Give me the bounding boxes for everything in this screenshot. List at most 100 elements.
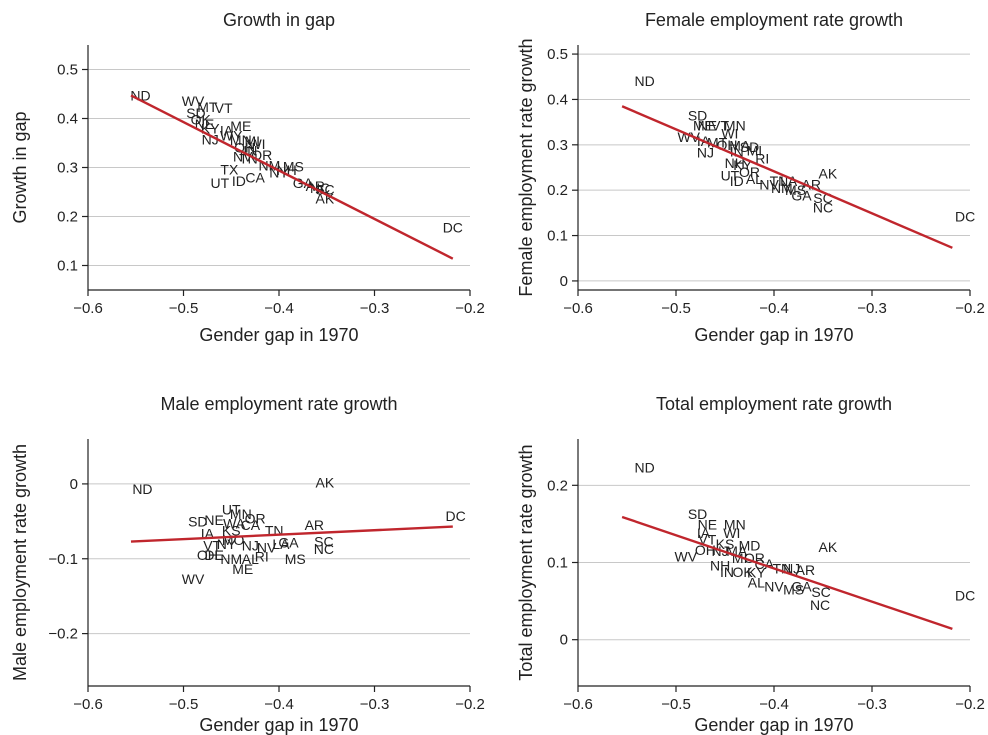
x-tick-label: −0.2 <box>455 300 485 317</box>
y-axis-label: Male employment rate growth <box>10 444 30 681</box>
data-point-label: WA <box>223 516 246 532</box>
y-tick-label: 0.5 <box>547 46 568 63</box>
data-point-label: WV <box>182 93 205 109</box>
x-tick-label: −0.3 <box>857 696 887 713</box>
chart-panel-4: Total employment rate growth 0 0.1 0.2 −0.6 −… <box>516 394 985 735</box>
data-point-label: NH <box>710 558 730 574</box>
y-tick-label: 0.1 <box>57 258 78 275</box>
y-tick-label: 0.3 <box>57 160 78 177</box>
data-point-label: DC <box>446 508 466 524</box>
x-tick-label: −0.3 <box>360 696 390 713</box>
data-point-label: NV <box>764 578 784 594</box>
fit-line <box>621 515 953 631</box>
data-point-label: NM <box>771 180 793 196</box>
data-point-label: TN <box>239 151 258 167</box>
data-point-label: MS <box>783 582 804 598</box>
data-point-label: OR <box>744 550 765 566</box>
data-point-label: TN <box>770 173 789 189</box>
data-point-label: OR <box>739 164 760 180</box>
y-tick-label: −0.1 <box>48 551 78 568</box>
data-point-label: NJ <box>242 537 259 553</box>
x-tick-label: −0.2 <box>455 696 485 713</box>
data-point-label: NY <box>217 536 237 552</box>
data-point-label: KY <box>747 565 766 581</box>
data-point-label: ND <box>635 73 655 89</box>
data-point-label: RI <box>755 150 769 166</box>
data-point-label: NJ <box>697 145 714 161</box>
x-axis-label: Gender gap in 1970 <box>199 325 358 345</box>
data-point-label: ME <box>232 561 253 577</box>
data-point-label: SD <box>186 105 205 121</box>
data-point-label: NC <box>310 180 330 196</box>
y-axis-label: Female employment rate growth <box>516 38 536 296</box>
data-point-label: SD <box>688 107 707 123</box>
x-tick-label: −0.3 <box>857 300 887 317</box>
x-axis-label: Gender gap in 1970 <box>694 715 853 735</box>
y-tick-label: −0.2 <box>48 626 78 643</box>
data-point-label: MD <box>739 538 761 554</box>
data-point-label: WV <box>182 571 205 587</box>
x-tick-label: −0.5 <box>169 300 199 317</box>
data-point-label: SD <box>688 506 707 522</box>
data-point-label: DE <box>204 547 223 563</box>
data-point-label: VT <box>203 537 221 553</box>
data-point-label: WV <box>675 548 698 564</box>
x-tick-label: −0.4 <box>759 696 789 713</box>
data-point-label: MT <box>707 135 728 151</box>
x-tick-label: −0.6 <box>563 696 593 713</box>
data-point-label: CA <box>241 517 261 533</box>
y-tick-label: 0.2 <box>547 477 568 494</box>
data-point-label: GA <box>791 188 812 204</box>
data-point-label: NJ <box>202 132 219 148</box>
data-point-label: WI <box>248 136 265 152</box>
data-point-label: MS <box>283 159 304 175</box>
y-axis-label: Growth in gap <box>10 111 30 223</box>
data-point-label: NE <box>698 517 717 533</box>
y-tick-label: 0 <box>560 273 568 290</box>
data-point-label: ND <box>132 481 152 497</box>
data-point-label: AL <box>746 171 763 187</box>
data-point-label: UT <box>222 501 241 517</box>
data-point-label: NV <box>257 540 277 556</box>
data-point-label: NV <box>759 177 779 193</box>
y-axis-label: Total employment rate growth <box>516 444 536 680</box>
y-tick-label: 0.4 <box>57 111 78 128</box>
y-tick-label: 0.1 <box>547 555 568 572</box>
data-point-label: NC <box>813 199 833 215</box>
data-point-label: VT <box>711 117 729 133</box>
x-tick-label: −0.6 <box>73 696 103 713</box>
data-point-label: TX <box>220 161 239 177</box>
data-point-label: MN <box>230 506 252 522</box>
data-point-label: MI <box>244 133 260 149</box>
x-axis-label: Gender gap in 1970 <box>199 715 358 735</box>
data-point-label: AK <box>315 190 334 206</box>
data-point-label: OK <box>733 564 754 580</box>
y-tick-label: 0.2 <box>57 209 78 226</box>
data-point-label: AK <box>819 539 838 555</box>
data-point-label: UT <box>210 175 229 191</box>
y-tick-label: 0.1 <box>547 228 568 245</box>
x-tick-label: −0.2 <box>955 300 985 317</box>
x-tick-label: −0.6 <box>73 300 103 317</box>
x-tick-label: −0.4 <box>264 696 294 713</box>
data-point-label: MN <box>724 517 746 533</box>
x-tick-label: −0.5 <box>661 696 691 713</box>
data-point-label: MO <box>222 532 245 548</box>
y-tick-label: 0.3 <box>547 137 568 154</box>
chart-title: Female employment rate growth <box>645 10 903 30</box>
data-point-label: AK <box>315 474 334 490</box>
data-point-label: DC <box>443 219 463 235</box>
data-point-label: NH <box>725 155 745 171</box>
data-point-label: IA <box>220 122 234 138</box>
chart-panel-3: Male employment rate growth −0.2 −0.1 0 −0.6… <box>10 394 485 735</box>
data-point-label: NE <box>195 116 214 132</box>
data-point-label: OH <box>197 547 218 563</box>
fit-line <box>130 94 454 260</box>
y-tick-label: 0 <box>70 476 78 493</box>
data-point-label: KS <box>716 536 735 552</box>
data-point-label: NM <box>220 551 242 567</box>
data-point-label: MS <box>285 551 306 567</box>
data-point-label: AL <box>242 551 259 567</box>
x-tick-label: −0.5 <box>661 300 691 317</box>
x-tick-label: −0.2 <box>955 696 985 713</box>
